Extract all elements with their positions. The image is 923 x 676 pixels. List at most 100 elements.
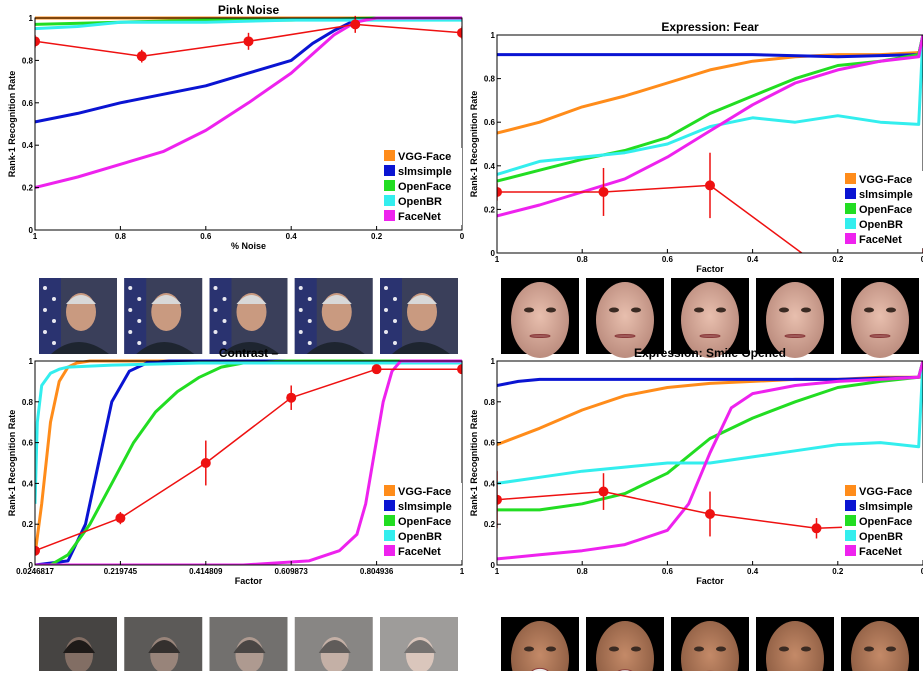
series-line-facenet <box>497 360 923 561</box>
flag-star <box>222 319 227 323</box>
sample-thumbnails <box>501 617 919 676</box>
series-line-facenet <box>35 16 462 190</box>
plot-frame <box>34 360 463 566</box>
mouth-shape <box>699 334 721 338</box>
y-axis-label: Rank-1 Recognition Rate <box>469 91 479 198</box>
legend-swatch <box>384 530 395 541</box>
legend-label: VGG-Face <box>398 486 451 498</box>
flag-star <box>393 297 397 301</box>
legend-swatch <box>384 180 395 191</box>
flag-star <box>393 319 397 323</box>
eye-shape <box>886 307 896 313</box>
thumbnail-image <box>501 617 579 676</box>
mean-accuracy-point <box>497 186 502 197</box>
legend-swatch <box>384 515 395 526</box>
legend-swatch <box>845 188 856 199</box>
flag-star <box>298 330 303 334</box>
mean-accuracy-point <box>812 259 822 269</box>
flag-star <box>213 330 218 334</box>
y-tick-label: 1 <box>29 357 34 366</box>
legend-swatch <box>384 500 395 511</box>
mean-accuracy-point <box>457 27 462 38</box>
x-tick-label: 0.804936 <box>360 567 394 576</box>
legend-label: OpenFace <box>398 516 451 528</box>
x-tick-label: 0.2 <box>832 255 844 264</box>
legend-label: slmsimple <box>398 166 452 178</box>
flag-stripe <box>124 278 147 354</box>
x-axis-label: Factor <box>696 264 724 274</box>
series-line-openbr <box>497 34 923 176</box>
x-tick-label: 0.4 <box>747 255 759 264</box>
chart-title: Expression: Fear <box>661 20 759 34</box>
face-shape <box>851 621 909 676</box>
flag-star <box>128 330 133 334</box>
mean-accuracy-point <box>705 180 715 191</box>
mean-accuracy-point <box>136 51 147 62</box>
thumbnail-image <box>586 617 664 676</box>
legend: VGG-Face slmsimple OpenFace OpenBR FaceNet <box>381 483 462 560</box>
y-tick-label: 0.6 <box>22 99 34 108</box>
legend-swatch <box>845 203 856 214</box>
series-group <box>497 34 923 269</box>
face-shape <box>766 621 824 676</box>
y-tick-label: 0.2 <box>22 520 34 529</box>
x-tick-label: 1 <box>495 255 500 264</box>
flag-star <box>43 286 47 290</box>
thumbnail-image <box>671 617 749 676</box>
x-tick-label: 0.2 <box>371 232 383 241</box>
mouth-shape <box>614 334 636 338</box>
y-tick-label: 0.4 <box>22 141 34 150</box>
mean-accuracy-point <box>598 186 609 197</box>
x-tick-label: 0.0246817 <box>16 567 54 576</box>
flag-star <box>307 297 312 301</box>
legend-label: OpenFace <box>398 181 451 193</box>
legend-swatch <box>384 485 395 496</box>
y-tick-label: 0.4 <box>484 479 496 488</box>
x-tick-label: 1 <box>495 567 500 576</box>
legend-label: OpenFace <box>859 516 912 528</box>
hair-shape <box>321 295 352 304</box>
x-tick-label: 0 <box>921 255 923 264</box>
mean-accuracy-point <box>115 513 126 524</box>
eye-shape <box>546 646 556 652</box>
eye-shape <box>631 646 641 652</box>
flag-star <box>222 297 227 301</box>
thumbnail-image <box>209 278 288 354</box>
series-group <box>35 15 462 190</box>
flag-stripe <box>380 278 402 354</box>
mouth-shape <box>784 334 806 338</box>
mean-accuracy-point <box>497 494 502 505</box>
eye-shape <box>886 646 896 652</box>
x-tick-label: 0.6 <box>662 567 674 576</box>
chart-panel-3: Contrast – 0 0.2 0.4 0.6 0.8 1 0.0246817 0.21974… <box>7 346 465 586</box>
y-tick-label: 0 <box>29 226 34 235</box>
eye-shape <box>716 646 726 652</box>
legend-label: OpenBR <box>398 531 442 543</box>
y-tick-label: 0.6 <box>22 439 34 448</box>
thumbnail-image <box>124 617 203 676</box>
legend: VGG-Face slmsimple OpenFace OpenBR FaceNet <box>842 483 923 560</box>
legend-label: OpenBR <box>859 531 903 543</box>
mean-accuracy-point <box>457 364 462 375</box>
thumbnail-image <box>756 617 834 676</box>
legend-swatch <box>845 218 856 229</box>
flag-star <box>128 286 133 290</box>
flag-star <box>222 341 227 345</box>
legend-swatch <box>384 545 395 556</box>
suit-shape <box>306 342 365 354</box>
hair-shape <box>407 295 437 304</box>
x-axis-label: Factor <box>696 576 724 586</box>
y-tick-label: 0.8 <box>22 398 34 407</box>
flag-star <box>52 341 56 345</box>
flag-star <box>137 341 142 345</box>
chart-panel-1: Pink Noise 0 0.2 0.4 0.6 0.8 1 1 0.8 0.6 0.4 0.2 0 % … <box>7 3 465 251</box>
eye-shape <box>546 307 556 313</box>
thumbnail-image <box>671 278 749 358</box>
y-tick-label: 0.6 <box>484 118 496 127</box>
y-tick-label: 1 <box>491 31 496 40</box>
eye-shape <box>609 646 619 652</box>
eye-shape <box>524 307 534 313</box>
face-shape <box>596 282 654 358</box>
thumbnail-image <box>39 617 117 676</box>
